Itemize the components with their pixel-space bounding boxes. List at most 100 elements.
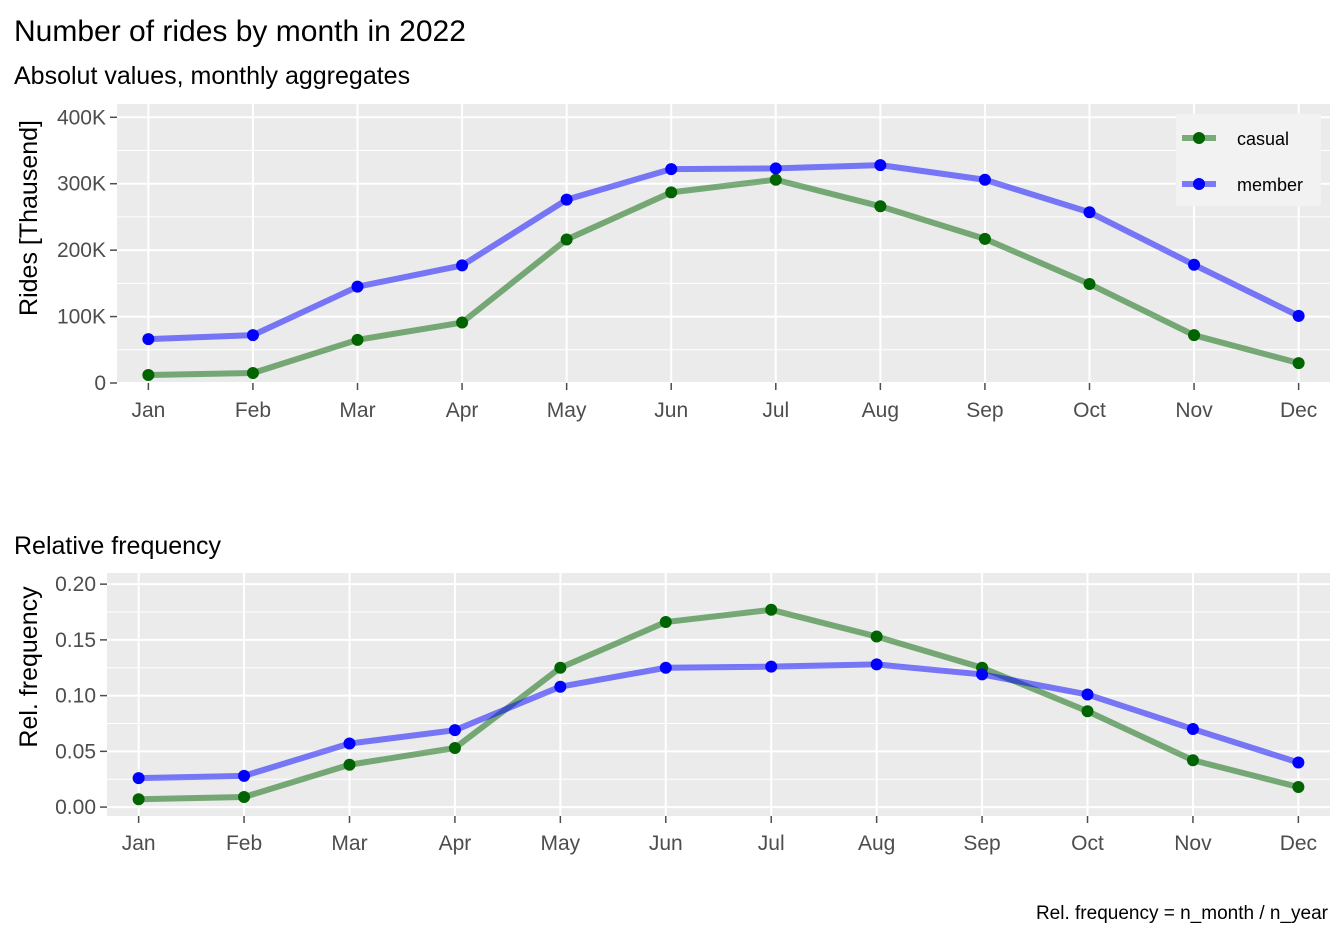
rides-point-member-nov (1188, 258, 1201, 271)
legend-key-point-member (1193, 178, 1205, 190)
rides-point-member-mar (351, 280, 364, 293)
rides-point-member-jan (142, 333, 155, 346)
rides-point-casual-mar (351, 333, 364, 346)
relfreq-x-tick-label-jul: Jul (758, 832, 785, 855)
rides-point-casual-jan (142, 369, 155, 382)
rel-frequency-y-axis-label: Rel. frequency (15, 586, 43, 748)
rides-point-member-oct (1083, 206, 1096, 219)
rides-point-member-jul (769, 162, 782, 175)
rides-point-casual-may (560, 233, 573, 246)
chart-subtitle: Absolut values, monthly aggregates (14, 62, 410, 90)
rides-point-member-sep (978, 173, 991, 186)
rides-point-casual-sep (978, 232, 991, 245)
rides-point-member-may (560, 193, 573, 206)
relfreq-x-tick-label-aug: Aug (858, 832, 895, 855)
rides-line-casual (148, 176, 1300, 379)
rides-x-tick-label-aug: Aug (862, 399, 899, 422)
legend: casual member (1176, 114, 1321, 206)
relfreq-point-member-nov (1186, 723, 1199, 736)
chart-title: Number of rides by month in 2022 (14, 15, 466, 48)
relfreq-y-tick-label: 0.10 (55, 685, 96, 708)
relfreq-y-tick-label: 0.15 (55, 629, 96, 652)
relfreq-point-casual-dec (1292, 781, 1305, 794)
relfreq-point-casual-jan (132, 793, 145, 806)
rides-x-tick-label-dec: Dec (1280, 399, 1317, 422)
legend-key-point-casual (1193, 132, 1205, 144)
relative-frequency-panel: 0.00 0.05 0.10 0.15 0.20 Jan Feb Mar Apr May Jun Ju… (55, 573, 1330, 855)
caption: Rel. frequency = n_month / n_year (1036, 903, 1329, 924)
rides-x-tick-label-may: May (547, 399, 587, 422)
relfreq-x-tick-label-dec: Dec (1280, 832, 1317, 855)
rides-point-member-aug (874, 159, 887, 172)
relfreq-point-member-jul (765, 660, 778, 673)
relfreq-x-tick-label-feb: Feb (226, 832, 262, 855)
rides-x-tick-label-jun: Jun (654, 399, 688, 422)
relfreq-point-casual-jul (765, 603, 778, 616)
relfreq-point-member-aug (870, 658, 883, 671)
rides-point-casual-aug (874, 200, 887, 213)
rides-point-member-jun (665, 163, 678, 176)
rides-point-member-apr (456, 259, 469, 272)
rides-y-tick-label: 100K (57, 306, 106, 329)
rides-y-axis-label: Rides [Thausend] (15, 120, 43, 316)
rides-x-tick-label-mar: Mar (339, 399, 375, 422)
rides-x-tick-label-jul: Jul (762, 399, 789, 422)
rides-point-casual-oct (1083, 278, 1096, 291)
relfreq-point-casual-jun (659, 616, 672, 629)
relfreq-x-tick-label-oct: Oct (1071, 832, 1104, 855)
relfreq-x-tick-label-sep: Sep (963, 832, 1000, 855)
relfreq-point-casual-may (554, 661, 567, 674)
relative-frequency-title: Relative frequency (14, 532, 222, 560)
rides-y-tick-label: 200K (57, 239, 106, 262)
relfreq-point-casual-apr (448, 742, 461, 755)
relfreq-point-member-apr (448, 724, 461, 737)
rides-point-member-dec (1292, 309, 1305, 322)
rides-panel: 0 100K 200K 300K 400K Jan Feb Mar Apr May Jun Jul Au… (57, 104, 1330, 422)
relfreq-y-tick-label: 0.05 (55, 740, 96, 763)
relfreq-point-member-mar (343, 737, 356, 750)
rides-point-member-feb (246, 329, 259, 342)
rides-y-tick-label: 300K (57, 173, 106, 196)
relfreq-point-casual-mar (343, 758, 356, 771)
rides-x-tick-label-apr: Apr (446, 399, 479, 422)
rides-point-casual-jun (665, 186, 678, 199)
rides-x-tick-label-jan: Jan (131, 399, 165, 422)
rides-x-tick-label-nov: Nov (1175, 399, 1213, 422)
relfreq-point-member-dec (1292, 756, 1305, 769)
legend-label-member: member (1237, 175, 1303, 195)
relfreq-point-member-feb (238, 769, 251, 782)
relfreq-point-member-oct (1081, 688, 1094, 701)
rides-point-casual-feb (246, 367, 259, 380)
relfreq-point-casual-feb (238, 791, 251, 804)
relfreq-point-casual-nov (1186, 754, 1199, 767)
rides-x-tick-label-oct: Oct (1073, 399, 1106, 422)
relfreq-y-tick-label: 0.00 (55, 796, 96, 819)
rides-y-tick-label: 400K (57, 106, 106, 129)
legend-label-casual: casual (1237, 129, 1289, 149)
rides-y-tick-label: 0 (94, 372, 106, 395)
rides-line-member (148, 162, 1300, 343)
relfreq-point-member-jun (659, 661, 672, 674)
relfreq-point-member-jan (132, 772, 145, 785)
relfreq-point-casual-oct (1081, 705, 1094, 718)
relfreq-line-casual (138, 606, 1300, 803)
relfreq-x-tick-label-jun: Jun (649, 832, 683, 855)
relfreq-line-member (138, 661, 1300, 782)
rides-point-casual-nov (1188, 329, 1201, 342)
relfreq-x-tick-label-apr: Apr (439, 832, 472, 855)
rides-x-tick-label-sep: Sep (966, 399, 1003, 422)
relfreq-x-tick-label-jan: Jan (122, 832, 156, 855)
rides-point-casual-dec (1292, 357, 1305, 370)
relfreq-point-casual-aug (870, 630, 883, 643)
relfreq-y-tick-label: 0.20 (55, 573, 96, 596)
relfreq-x-tick-label-mar: Mar (331, 832, 367, 855)
relfreq-point-member-sep (976, 668, 989, 681)
rides-point-casual-jul (769, 173, 782, 186)
rides-x-tick-label-feb: Feb (235, 399, 271, 422)
legend-background (1176, 114, 1321, 206)
relfreq-x-tick-label-may: May (541, 832, 581, 855)
relfreq-x-tick-label-nov: Nov (1174, 832, 1212, 855)
relfreq-point-member-may (554, 680, 567, 693)
rides-point-casual-apr (456, 316, 469, 329)
